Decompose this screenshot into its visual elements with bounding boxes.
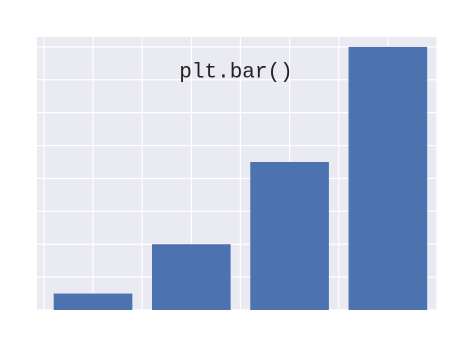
bar (151, 244, 231, 310)
bar (53, 293, 133, 310)
bar (348, 46, 428, 311)
chart-title: plt.bar() (179, 62, 292, 85)
bar (250, 161, 329, 310)
